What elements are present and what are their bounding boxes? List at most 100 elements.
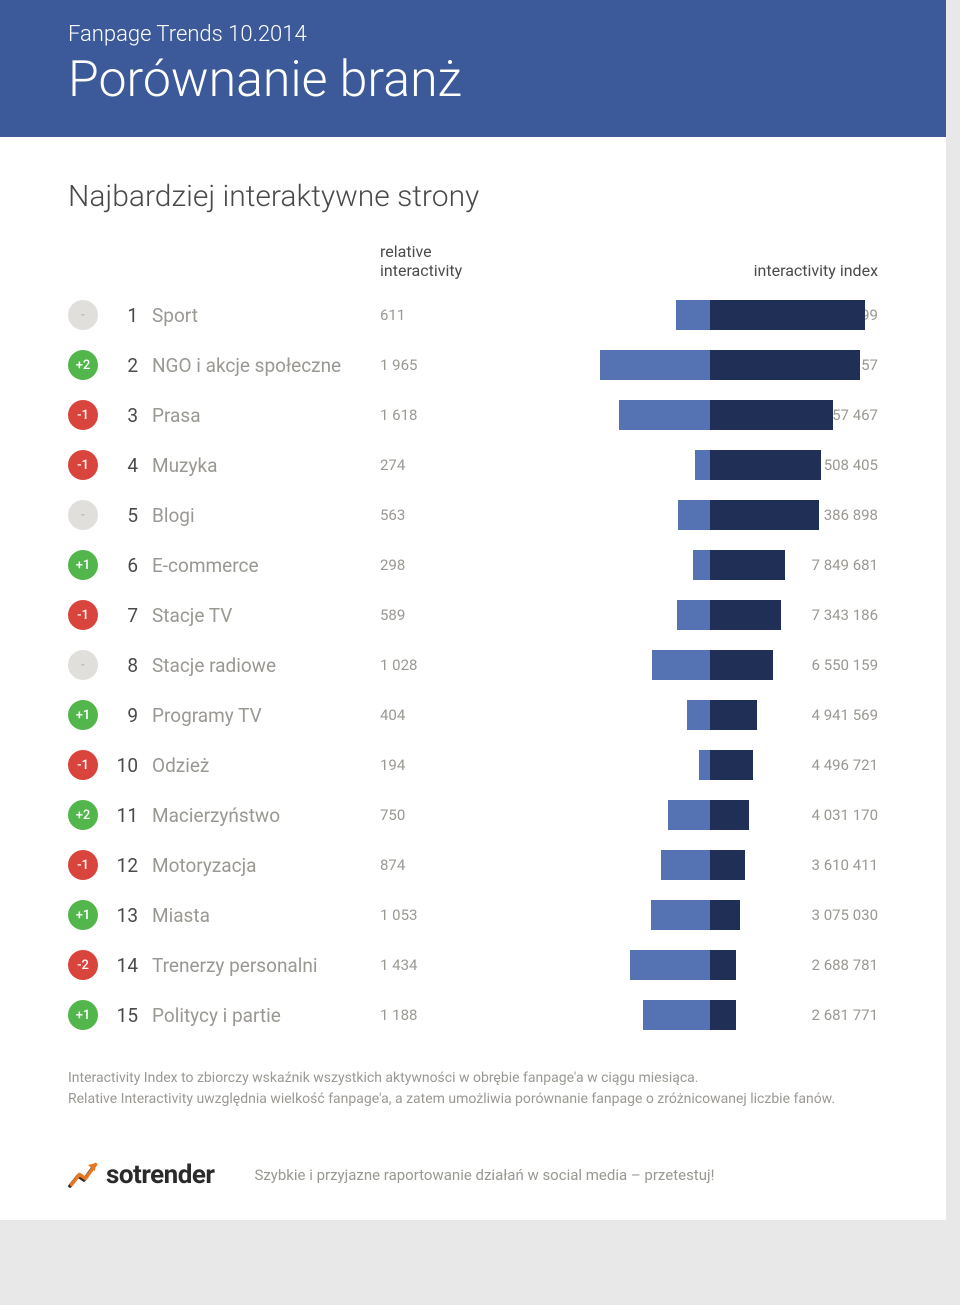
table-row: -13Prasa1 61812 757 467: [68, 390, 878, 440]
bar-index: [710, 400, 833, 430]
bar-container: [510, 700, 720, 730]
table-row: +211Macierzyństwo7504 031 170: [68, 790, 878, 840]
relative-value: 874: [380, 856, 510, 874]
table-row: -8Stacje radiowe1 0286 550 159: [68, 640, 878, 690]
category-name: Sport: [152, 304, 380, 327]
relative-value: 1 965: [380, 356, 510, 374]
bar-container: [510, 800, 720, 830]
category-name: Muzyka: [152, 454, 380, 477]
change-badge: -1: [68, 450, 98, 480]
change-badge: -: [68, 300, 98, 330]
table-row: +1 13Miasta1 053 3 075 030: [68, 890, 878, 940]
relative-value: 1 053: [380, 906, 510, 924]
relative-value: 589: [380, 606, 510, 624]
bar-index: [710, 450, 821, 480]
index-value: 3 075 030: [720, 906, 878, 924]
relative-value: 1 434: [380, 956, 510, 974]
rank: 13: [116, 904, 152, 927]
footnote-line2: Relative Interactivity uwzględnia wielko…: [68, 1089, 878, 1110]
relative-value: 194: [380, 756, 510, 774]
index-value: 2 688 781: [720, 956, 878, 974]
relative-value: 1 028: [380, 656, 510, 674]
bar-relative: [651, 900, 710, 930]
category-name: Motoryzacja: [152, 854, 380, 877]
change-badge: +1: [68, 1000, 98, 1030]
category-name: Trenerzy personalni: [152, 954, 380, 977]
bar-container: [510, 900, 720, 930]
bar-container: [510, 550, 720, 580]
category-name: Politycy i partie: [152, 1004, 380, 1027]
footer: sotrender Szybkie i przyjazne raportowan…: [0, 1140, 946, 1220]
bar-container: [510, 600, 720, 630]
category-name: Programy TV: [152, 704, 380, 727]
bar-relative: [661, 850, 710, 880]
rank: 11: [116, 804, 152, 827]
footnote: Interactivity Index to zbiorczy wskaźnik…: [68, 1068, 878, 1110]
logo-text: sotrender: [106, 1160, 214, 1190]
change-badge: +2: [68, 350, 98, 380]
bar-container: [510, 400, 720, 430]
bar-relative: [687, 700, 710, 730]
rank: 3: [116, 404, 152, 427]
bar-index: [710, 750, 753, 780]
change-badge: -1: [68, 400, 98, 430]
bar-container: [510, 350, 720, 380]
rank: 6: [116, 554, 152, 577]
col-header-index: interactivity index: [720, 261, 878, 280]
rank: 5: [116, 504, 152, 527]
bar-relative: [652, 650, 710, 680]
header: Fanpage Trends 10.2014 Porównanie branż: [0, 0, 946, 137]
table-row: +22NGO i akcje społeczne1 96515 602 157: [68, 340, 878, 390]
bar-index: [710, 350, 860, 380]
table-row: -110Odzież1944 496 721: [68, 740, 878, 790]
bar-index: [710, 900, 740, 930]
table-row: +16E-commerce2987 849 681: [68, 540, 878, 590]
table-row: -5Blogi56311 386 898: [68, 490, 878, 540]
table-row: -1Sport61116 130 599: [68, 290, 878, 340]
bar-relative: [693, 550, 710, 580]
change-badge: +1: [68, 700, 98, 730]
bar-index: [710, 800, 749, 830]
bar-relative: [695, 450, 710, 480]
table-row: -14Muzyka27411 508 405: [68, 440, 878, 490]
column-headers: relative interactivity interactivity ind…: [68, 242, 878, 280]
change-badge: +1: [68, 900, 98, 930]
bar-index: [710, 950, 736, 980]
change-badge: -: [68, 650, 98, 680]
rank: 15: [116, 1004, 152, 1027]
index-value: 2 681 771: [720, 1006, 878, 1024]
table-row: -214Trenerzy personalni1 4342 688 781: [68, 940, 878, 990]
change-badge: -1: [68, 850, 98, 880]
bar-relative: [643, 1000, 710, 1030]
bar-relative: [676, 300, 710, 330]
bar-index: [710, 1000, 736, 1030]
change-badge: -1: [68, 600, 98, 630]
bar-relative: [677, 600, 710, 630]
bar-relative: [600, 350, 710, 380]
rank: 14: [116, 954, 152, 977]
bar-relative: [668, 800, 710, 830]
change-badge: -: [68, 500, 98, 530]
relative-value: 611: [380, 306, 510, 324]
table-row: -17Stacje TV5897 343 186: [68, 590, 878, 640]
page: Fanpage Trends 10.2014 Porównanie branż …: [0, 0, 946, 1220]
category-name: Miasta: [152, 904, 380, 927]
bar-container: [510, 950, 720, 980]
rank: 1: [116, 304, 152, 327]
tagline: Szybkie i przyjazne raportowanie działań…: [254, 1166, 714, 1184]
rank: 2: [116, 354, 152, 377]
table-row: +115Politycy i partie1 1882 681 771: [68, 990, 878, 1040]
category-name: Stacje radiowe: [152, 654, 380, 677]
table-row: -112Motoryzacja8743 610 411: [68, 840, 878, 890]
category-name: NGO i akcje społeczne: [152, 354, 380, 377]
bar-index: [710, 650, 773, 680]
content: Najbardziej interaktywne strony relative…: [0, 137, 946, 1140]
rank: 4: [116, 454, 152, 477]
change-badge: -1: [68, 750, 98, 780]
table-row: +19Programy TV4044 941 569: [68, 690, 878, 740]
bar-index: [710, 600, 781, 630]
table-rows: -1Sport61116 130 599+22NGO i akcje społe…: [68, 290, 878, 1040]
bar-index: [710, 850, 745, 880]
change-badge: +2: [68, 800, 98, 830]
bar-relative: [678, 500, 710, 530]
